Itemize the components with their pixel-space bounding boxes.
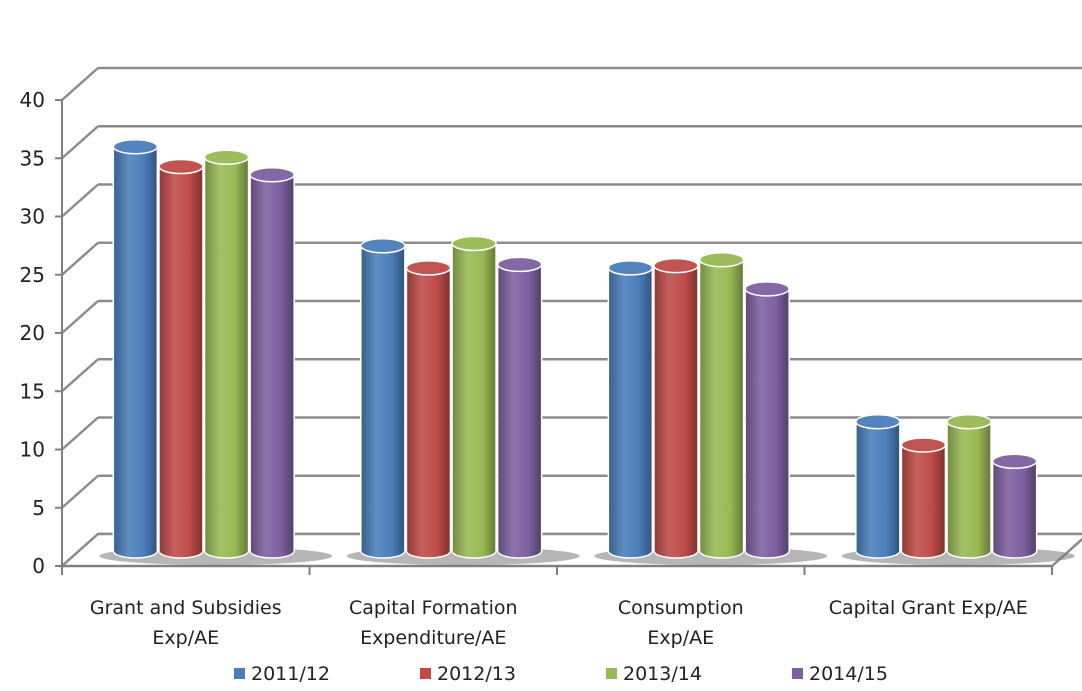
bar [855, 413, 901, 559]
legend-swatch [792, 668, 803, 679]
bar-body [249, 173, 295, 559]
gridline-side [61, 474, 99, 509]
bar [405, 260, 452, 559]
category-label: Capital Formation Expenditure/AE [349, 597, 518, 649]
bar [946, 413, 992, 559]
bar [698, 252, 745, 559]
bar [607, 260, 654, 559]
bar-body [991, 460, 1038, 559]
y-tick-label: 40 [20, 88, 45, 112]
legend-item: 2012/13 [420, 663, 516, 685]
bar-top [405, 260, 452, 276]
legend: 2011/12 2012/13 2013/14 2014/15 [234, 663, 888, 685]
gridline-side [61, 183, 99, 218]
bar-top [112, 139, 159, 155]
bar [203, 149, 250, 559]
bar-body [451, 242, 497, 559]
bar [991, 453, 1038, 559]
category-label: Capital Grant Exp/AE [829, 597, 1028, 619]
gridline-side [61, 125, 99, 160]
bar-body [855, 420, 901, 559]
bar-top [653, 257, 699, 274]
bar-top [249, 166, 295, 183]
y-tick-label: 0 [32, 554, 45, 578]
gridline-side [61, 67, 99, 101]
bar [112, 139, 159, 559]
bar-body [360, 245, 406, 559]
bar-body [698, 259, 745, 559]
gridline-side [61, 416, 99, 451]
bar [653, 257, 699, 559]
legend-swatch [420, 668, 431, 679]
gridline-side [61, 358, 99, 393]
bar-body [203, 156, 250, 559]
category-label: Consumption Exp/AE [618, 597, 744, 649]
bar-top [855, 413, 901, 430]
bar-top [607, 260, 654, 276]
bar-top [946, 413, 992, 430]
y-tick-label: 20 [20, 321, 45, 345]
bar [744, 281, 790, 559]
bar-top [203, 149, 250, 165]
bar-top [496, 256, 543, 273]
bar-top [158, 158, 204, 175]
legend-swatch [606, 668, 617, 679]
bar-layer [99, 139, 1075, 565]
gridline-side [61, 241, 99, 276]
y-tick-label: 35 [20, 146, 45, 170]
bar-top [991, 453, 1038, 470]
bar-body [607, 267, 654, 559]
bar [900, 437, 947, 559]
bar [360, 238, 406, 559]
bar [249, 166, 295, 559]
bar-top [744, 281, 790, 297]
bar [451, 235, 497, 559]
bar-top [451, 235, 497, 252]
bar-body [158, 165, 204, 559]
legend-label: 2013/14 [623, 663, 702, 685]
bar-body [653, 264, 699, 559]
y-tick-label: 15 [20, 379, 45, 403]
legend-label: 2012/13 [437, 663, 516, 685]
bar-top [900, 437, 947, 453]
y-tick-label: 5 [32, 496, 45, 520]
legend-item: 2013/14 [606, 663, 702, 685]
legend-item: 2011/12 [234, 663, 330, 685]
bar-body [900, 444, 947, 559]
y-tick-label: 10 [20, 438, 45, 462]
bar-body [946, 420, 992, 559]
label-layer: Grant and Subsidies Exp/AE Capital Formati… [90, 597, 1028, 649]
legend-item: 2014/15 [792, 663, 888, 685]
y-tick-label: 30 [20, 205, 45, 229]
category-label: Grant and Subsidies Exp/AE [90, 597, 282, 649]
bar-body [744, 288, 790, 559]
legend-swatch [234, 668, 245, 679]
bar-body [496, 263, 543, 559]
gridline-side [61, 300, 99, 334]
axis-layer: 0 5 10 15 20 25 30 35 40 [20, 88, 1053, 578]
bar-body [405, 267, 452, 559]
legend-label: 2011/12 [251, 663, 330, 685]
bar [158, 158, 204, 559]
bar-top [698, 252, 745, 268]
bar-top [360, 238, 406, 254]
bar-body [112, 146, 159, 559]
y-tick-label: 25 [20, 263, 45, 287]
bar [496, 256, 543, 559]
legend-label: 2014/15 [809, 663, 888, 685]
